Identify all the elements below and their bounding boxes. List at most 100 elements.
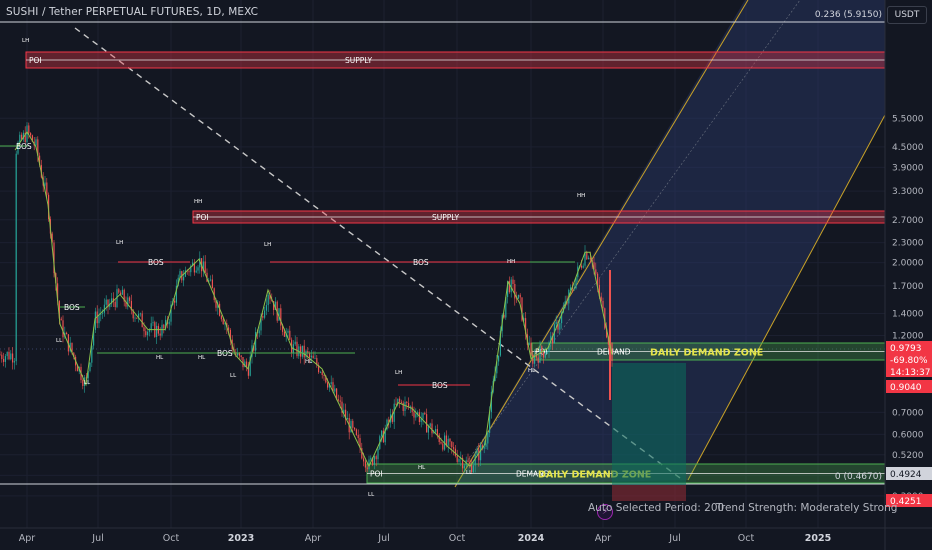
- bos-label: BOS: [64, 303, 80, 312]
- candle-body: [345, 409, 347, 420]
- candle-body: [384, 429, 386, 443]
- candle-body: [454, 448, 456, 456]
- candle-body: [607, 337, 609, 345]
- candle-body: [174, 300, 176, 303]
- candle-body: [217, 303, 219, 308]
- candle-body: [264, 310, 266, 318]
- candle-body: [208, 280, 210, 282]
- candle-body: [24, 132, 26, 143]
- structure-label: LL: [466, 470, 473, 476]
- lightning-icon[interactable]: ⚡: [597, 504, 613, 520]
- candle-body: [544, 354, 546, 358]
- candle-body: [204, 261, 206, 273]
- candle-body: [609, 270, 611, 400]
- candle-body: [319, 371, 321, 373]
- candle-body: [28, 125, 30, 134]
- candle-body: [269, 294, 271, 300]
- candle-body: [561, 312, 563, 324]
- y-tick-label: 1.2000: [892, 331, 924, 341]
- candle-body: [570, 287, 572, 290]
- candle-body: [375, 456, 377, 460]
- candle-body: [22, 132, 24, 140]
- candle-body: [251, 345, 253, 357]
- candle-body: [242, 357, 244, 368]
- candle-body: [512, 279, 514, 284]
- candle-body: [552, 335, 554, 344]
- candle-body: [10, 353, 12, 360]
- structure-label: LL: [230, 373, 237, 379]
- candle-body: [224, 323, 226, 325]
- structure-label: LL: [84, 380, 91, 386]
- candle-body: [102, 312, 104, 314]
- y-tick-label: 4.5000: [892, 143, 924, 153]
- candle-body: [584, 251, 586, 266]
- candle-body: [229, 329, 231, 340]
- candle-body: [150, 323, 152, 330]
- candle-body: [19, 134, 21, 143]
- candle-body: [60, 318, 62, 321]
- candle-body: [314, 358, 316, 359]
- structure-label: LL: [368, 492, 375, 498]
- candle-body: [237, 352, 239, 356]
- candle-body: [580, 265, 582, 268]
- candle-body: [535, 355, 537, 358]
- candle-body: [195, 270, 197, 273]
- x-tick-label: Oct: [163, 533, 180, 544]
- candle-body: [489, 412, 491, 433]
- candle-body: [418, 412, 420, 422]
- candle-body: [287, 330, 289, 333]
- candle-body: [103, 304, 105, 313]
- candle-body: [381, 430, 383, 437]
- candle-body: [366, 467, 368, 470]
- fib-zero-label: 0 (0.4670): [835, 472, 882, 482]
- candle-body: [598, 285, 600, 297]
- y-tick-label: 2.3000: [892, 239, 924, 249]
- bos-label: BOS: [148, 258, 164, 267]
- candle-body: [175, 285, 177, 303]
- candle-body: [382, 430, 384, 443]
- zone-type-label: DEMAND: [597, 348, 631, 357]
- candle-body: [417, 412, 419, 415]
- candle-body: [289, 330, 291, 340]
- candle-body: [530, 342, 532, 355]
- candle-body: [478, 449, 480, 461]
- structure-label: HH: [577, 193, 585, 199]
- candle-body: [87, 370, 89, 379]
- candle-body: [555, 321, 557, 325]
- candle-body: [318, 364, 320, 373]
- y-tick-label: 2.0000: [892, 259, 924, 269]
- candle-body: [332, 382, 334, 392]
- x-tick-label: Oct: [738, 533, 755, 544]
- target-price-tag: [886, 467, 932, 480]
- currency-unit-button[interactable]: USDT: [887, 6, 927, 24]
- candle-body: [481, 445, 483, 449]
- candle-body: [105, 299, 107, 305]
- candle-body: [476, 449, 478, 455]
- candle-body: [82, 380, 84, 387]
- candle-body: [606, 328, 608, 338]
- candle-body: [339, 400, 341, 402]
- position-stop-box: [612, 485, 686, 501]
- candle-body: [431, 423, 433, 434]
- candle-body: [354, 427, 356, 430]
- x-tick-label: 2025: [805, 533, 831, 544]
- candle-body: [516, 298, 518, 300]
- candle-body: [334, 388, 336, 392]
- candle-body: [363, 458, 365, 462]
- candle-body: [129, 297, 131, 301]
- candle-body: [415, 414, 417, 418]
- candle-body: [62, 320, 64, 338]
- x-tick-label: Apr: [305, 533, 322, 544]
- candle-body: [30, 133, 32, 136]
- candle-body: [262, 316, 264, 318]
- candle-body: [485, 443, 487, 447]
- candle-body: [510, 279, 512, 293]
- stop-price-value: 0.9040: [890, 383, 922, 393]
- candle-body: [85, 377, 87, 379]
- bos-label: BOS: [217, 349, 233, 358]
- candle-body: [388, 419, 390, 423]
- candle-body: [451, 441, 453, 448]
- candle-body: [1, 354, 3, 359]
- candle-body: [89, 362, 91, 371]
